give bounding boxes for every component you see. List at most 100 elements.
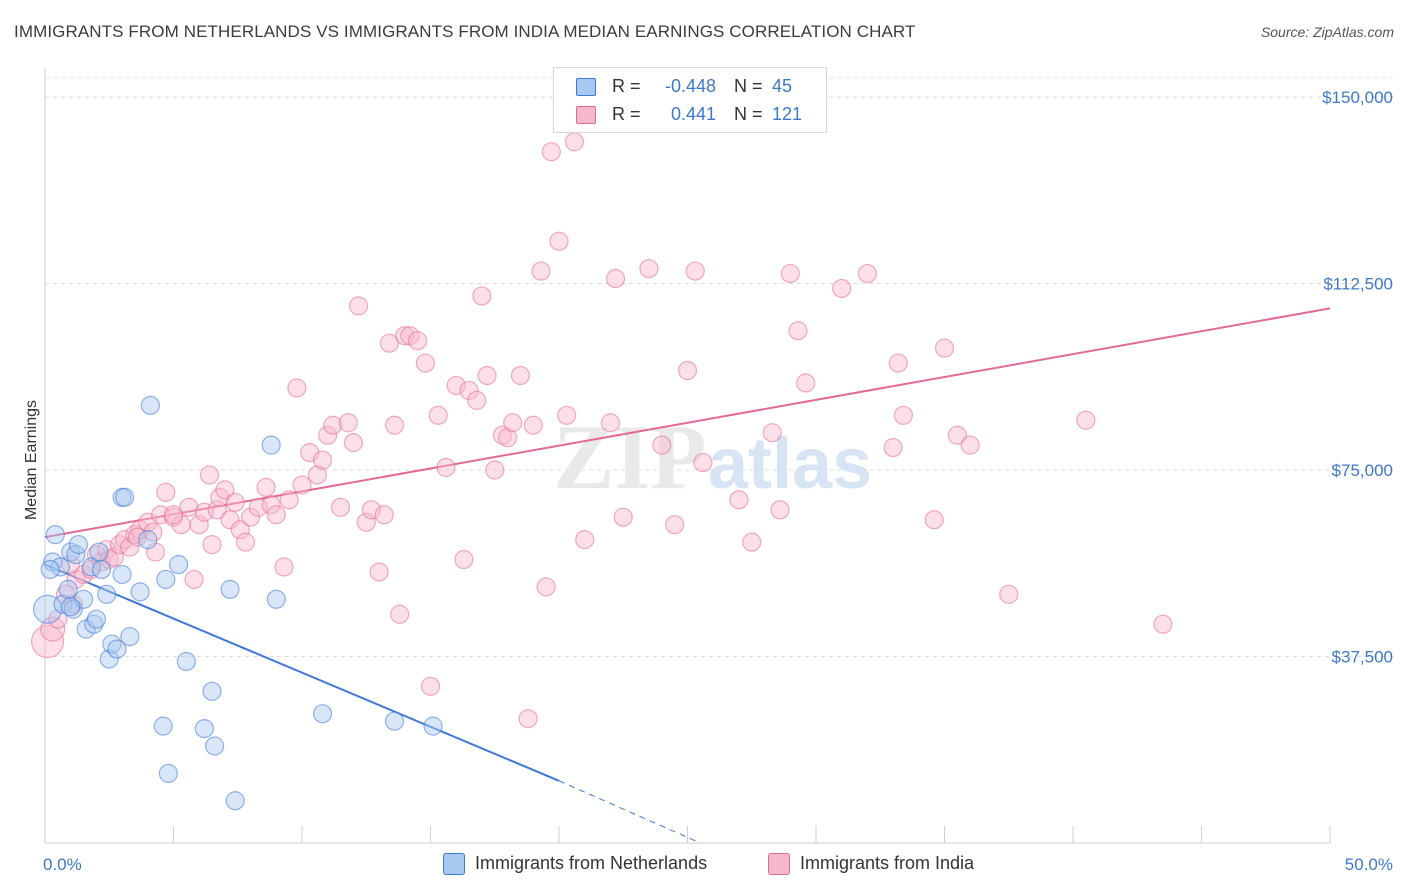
y-tick-label: $37,500	[1332, 648, 1393, 667]
data-point-india	[343, 433, 363, 453]
x-tick-label-max: 50.0%	[1345, 855, 1393, 874]
trend-line-netherlands	[44, 563, 560, 782]
data-point-india	[436, 457, 456, 478]
data-point-india	[163, 505, 184, 525]
data-point-india	[207, 500, 227, 520]
data-point-india	[348, 296, 369, 316]
bottom-legend-label-netherlands: Immigrants from Netherlands	[475, 853, 708, 873]
data-point-india	[215, 480, 235, 500]
data-point-netherlands	[61, 597, 81, 617]
data-point-netherlands	[156, 569, 176, 590]
data-point-netherlands	[384, 711, 405, 731]
data-point-india	[230, 520, 250, 540]
data-point-india	[510, 365, 531, 386]
data-point-india	[934, 338, 955, 358]
trend-lines	[44, 307, 1331, 844]
data-point-netherlands	[53, 594, 73, 614]
data-point-netherlands	[220, 579, 240, 599]
data-point-india	[503, 413, 523, 433]
data-point-india	[685, 261, 705, 281]
bottom-legend-swatch-india	[768, 853, 790, 875]
correlation-legend: R = -0.448 N = 45 R = 0.441 N = 121	[553, 67, 827, 133]
n-value-netherlands: 45	[772, 76, 793, 96]
data-point-india	[652, 435, 672, 455]
trend-line-extension	[558, 780, 701, 844]
y-tick-label: $75,000	[1332, 461, 1393, 480]
data-point-netherlands	[45, 525, 65, 545]
data-point-india	[883, 438, 903, 458]
data-point-india	[832, 278, 852, 299]
data-point-india	[312, 450, 333, 470]
data-point-india	[605, 268, 626, 289]
legend-swatch-india	[576, 106, 596, 124]
data-point-netherlands	[63, 599, 83, 619]
data-point-netherlands	[158, 763, 178, 783]
bottom-legend-label-india: Immigrants from India	[800, 853, 975, 873]
data-point-india	[287, 378, 307, 398]
data-point-india	[639, 258, 659, 279]
grid-lines	[45, 77, 1395, 657]
data-point-netherlands	[115, 487, 135, 507]
data-point-india	[693, 452, 713, 473]
data-point-india	[390, 604, 410, 624]
r-value-netherlands: -0.448	[664, 76, 716, 96]
data-point-india	[384, 415, 405, 435]
y-tick-label: $112,500	[1323, 275, 1393, 294]
data-point-india	[184, 569, 204, 590]
data-point-india	[665, 515, 685, 535]
data-point-india	[420, 676, 441, 696]
data-point-india	[477, 365, 497, 386]
n-value-india: 121	[772, 104, 803, 124]
data-point-india	[428, 405, 448, 425]
data-point-india	[541, 142, 561, 162]
data-point-india	[235, 532, 256, 552]
data-point-netherlands	[138, 530, 158, 550]
data-point-india	[536, 577, 556, 597]
legend-row-india: R = 0.441 N = 121	[554, 100, 826, 128]
data-point-india	[379, 333, 399, 353]
data-point-india	[63, 594, 83, 614]
data-point-india	[356, 512, 376, 532]
data-point-india	[485, 460, 505, 480]
data-point-india	[374, 505, 394, 525]
data-point-india	[770, 500, 790, 520]
data-point-india	[104, 547, 124, 567]
data-point-india	[279, 490, 299, 510]
n-label: N =	[734, 76, 763, 96]
data-point-netherlands	[97, 584, 117, 604]
data-point-india	[762, 423, 782, 443]
data-point-india	[788, 321, 808, 341]
data-point-india	[518, 709, 538, 729]
data-point-netherlands	[423, 716, 443, 736]
data-point-india	[446, 375, 466, 396]
data-point-india	[241, 507, 261, 527]
data-point-netherlands	[99, 649, 119, 669]
data-point-india	[600, 413, 621, 433]
data-point-netherlands	[130, 582, 150, 602]
data-point-india	[924, 510, 944, 530]
data-point-india	[677, 360, 698, 381]
data-point-netherlands	[176, 651, 196, 672]
data-point-netherlands	[84, 614, 104, 634]
data-point-india	[564, 132, 585, 152]
data-point-india	[893, 405, 913, 425]
data-point-india	[575, 530, 595, 550]
data-point-india	[1153, 614, 1173, 634]
data-point-india	[225, 492, 245, 512]
data-point-india	[395, 326, 415, 346]
data-point-india	[729, 490, 749, 510]
data-point-india	[557, 405, 577, 425]
data-point-india	[307, 465, 328, 485]
data-point-netherlands	[205, 736, 225, 756]
data-point-netherlands	[58, 579, 78, 599]
data-point-netherlands	[261, 435, 281, 455]
data-point-india	[888, 353, 908, 373]
data-point-netherlands	[194, 719, 214, 739]
data-point-india	[361, 500, 381, 520]
data-point-india	[454, 549, 474, 570]
data-point-india	[960, 435, 980, 455]
watermark-zip: ZIP	[553, 406, 706, 508]
data-point-india	[261, 495, 281, 515]
